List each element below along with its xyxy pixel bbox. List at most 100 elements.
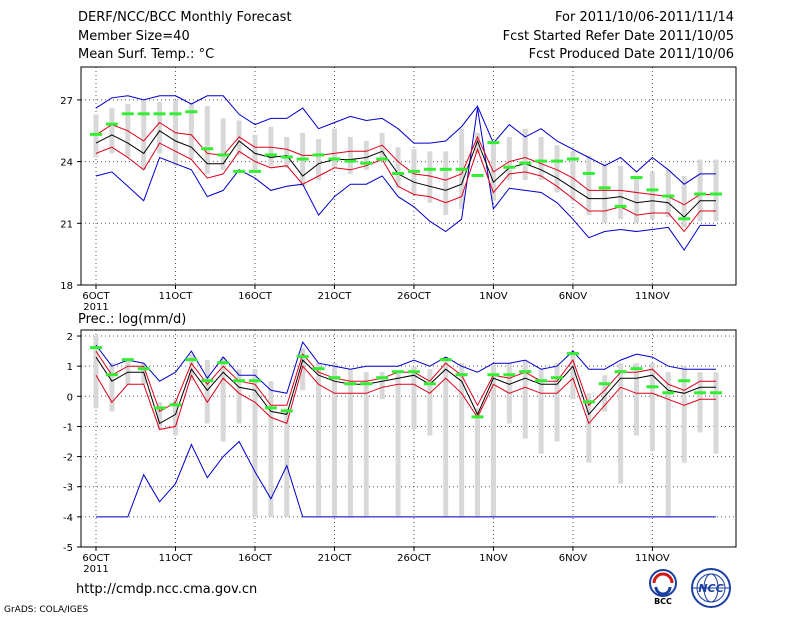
prec-median-mark bbox=[153, 406, 166, 410]
temp-spread-box bbox=[427, 151, 433, 203]
prec-series-p75 bbox=[95, 350, 716, 413]
prec-spread-box bbox=[220, 357, 226, 442]
temp-spread-box bbox=[331, 128, 337, 168]
temp-median-mark bbox=[551, 159, 564, 163]
temp-spread-box bbox=[379, 132, 385, 160]
prec-median-mark bbox=[90, 346, 102, 350]
temp-series-min bbox=[95, 95, 716, 185]
prec-median-mark bbox=[264, 406, 277, 410]
temp-median-mark bbox=[344, 159, 357, 163]
prec-median-mark bbox=[566, 352, 579, 356]
started-date: Fcst Started Refer Date 2011/10/05 bbox=[502, 29, 734, 44]
temp-median-mark bbox=[598, 186, 611, 190]
temp-median-mark bbox=[137, 112, 150, 116]
prec-median-mark bbox=[582, 400, 595, 404]
prec-spread-box bbox=[697, 372, 703, 433]
prec-spread-box bbox=[363, 372, 369, 517]
prec-median-mark bbox=[169, 403, 182, 407]
prec-median-mark bbox=[503, 373, 516, 377]
temp-spread-box bbox=[252, 134, 258, 170]
prec-spread-box bbox=[554, 363, 560, 442]
temp-median-mark bbox=[217, 153, 230, 157]
prec-panel-title: Prec.: log(mm/d) bbox=[78, 312, 186, 327]
prec-spread-box bbox=[411, 366, 417, 430]
temp-median-mark bbox=[487, 141, 500, 145]
temp-spread-box bbox=[665, 169, 671, 218]
prec-spread-box bbox=[268, 381, 274, 517]
temp-spread-box bbox=[284, 136, 290, 168]
prec-median-mark bbox=[201, 379, 214, 383]
prec-spread-box bbox=[172, 399, 178, 436]
prec-spread-box bbox=[586, 393, 592, 463]
prec-median-mark bbox=[344, 382, 357, 386]
prec-spread-box bbox=[93, 336, 99, 409]
prec-median-mark bbox=[360, 382, 373, 386]
prec-xtick-label: 6NOV bbox=[559, 553, 588, 564]
prec-xtick-label: 16OCT bbox=[238, 553, 273, 564]
prec-series-p25 bbox=[95, 365, 716, 431]
temp-median-mark bbox=[233, 169, 246, 173]
temp-median-mark bbox=[185, 110, 198, 114]
temp-spread-box bbox=[554, 145, 560, 193]
prec-spread-box bbox=[570, 351, 576, 400]
prec-median-mark bbox=[487, 373, 500, 377]
prec-spread-box bbox=[602, 375, 608, 412]
prec-median-mark bbox=[710, 391, 722, 395]
temp-spread-box bbox=[443, 151, 449, 216]
temp-spread-box bbox=[634, 176, 640, 224]
temp-median-mark bbox=[423, 167, 436, 171]
temp-median-mark bbox=[439, 167, 452, 171]
prec-median-mark bbox=[439, 358, 452, 362]
prec-median-mark bbox=[248, 379, 261, 383]
prec-median-mark bbox=[105, 373, 118, 377]
prec-xtick-label: 11NOV bbox=[635, 553, 670, 564]
source-url[interactable]: http://cmdp.ncc.cma.gov.cn bbox=[76, 582, 258, 597]
temp-spread-box bbox=[538, 136, 544, 181]
temp-spread-box bbox=[681, 176, 687, 228]
produced-date: Fcst Produced Date 2011/10/06 bbox=[528, 47, 734, 62]
temp-median-mark bbox=[201, 147, 214, 151]
prec-median-mark bbox=[423, 382, 436, 386]
prec-median-mark bbox=[328, 376, 341, 380]
temp-median-mark bbox=[90, 132, 102, 136]
temp-spread-box bbox=[475, 132, 481, 154]
prec-spread-box bbox=[459, 363, 465, 517]
prec-spread-box bbox=[681, 366, 687, 463]
prec-median-mark bbox=[646, 385, 659, 389]
prec-ytick-label: -3 bbox=[63, 483, 73, 494]
ncc-logo: NCC bbox=[691, 568, 731, 608]
temp-spread-box bbox=[220, 118, 226, 170]
temp-median-mark bbox=[614, 204, 627, 208]
prec-spread-box bbox=[395, 372, 401, 517]
temp-xtick-label: 11OCT bbox=[159, 291, 194, 302]
temp-xtick-label: 21OCT bbox=[318, 291, 353, 302]
temp-median-mark bbox=[312, 153, 325, 157]
temp-spread-box bbox=[522, 128, 528, 181]
temp-series-p75 bbox=[95, 121, 716, 206]
ncc-logo-text: NCC bbox=[698, 582, 723, 595]
prec-median-mark bbox=[535, 379, 548, 383]
prec-median-mark bbox=[121, 358, 134, 362]
prec-year-label: 2011 bbox=[83, 564, 108, 575]
temp-ytick-label: 18 bbox=[60, 281, 73, 292]
prec-series-max bbox=[95, 341, 716, 394]
prec-median-mark bbox=[551, 376, 564, 380]
temp-median-mark bbox=[471, 174, 484, 177]
temp-median-mark bbox=[328, 157, 341, 161]
temp-median-mark bbox=[582, 171, 595, 175]
temp-median-mark bbox=[105, 122, 118, 126]
temp-spread-box bbox=[618, 165, 624, 220]
temp-spread-box bbox=[697, 159, 703, 222]
temp-spread-box bbox=[602, 163, 608, 224]
prec-median-mark bbox=[662, 391, 675, 395]
temp-median-mark bbox=[662, 194, 675, 198]
temp-median-mark bbox=[535, 159, 548, 163]
prec-spread-box bbox=[665, 372, 671, 517]
prec-spread-box bbox=[443, 357, 449, 517]
temp-median-mark bbox=[169, 112, 182, 116]
prec-ytick-label: 0 bbox=[67, 392, 73, 403]
prec-spread-box bbox=[475, 408, 481, 517]
prec-median-mark bbox=[678, 379, 691, 383]
temp-spread-box bbox=[93, 114, 99, 158]
